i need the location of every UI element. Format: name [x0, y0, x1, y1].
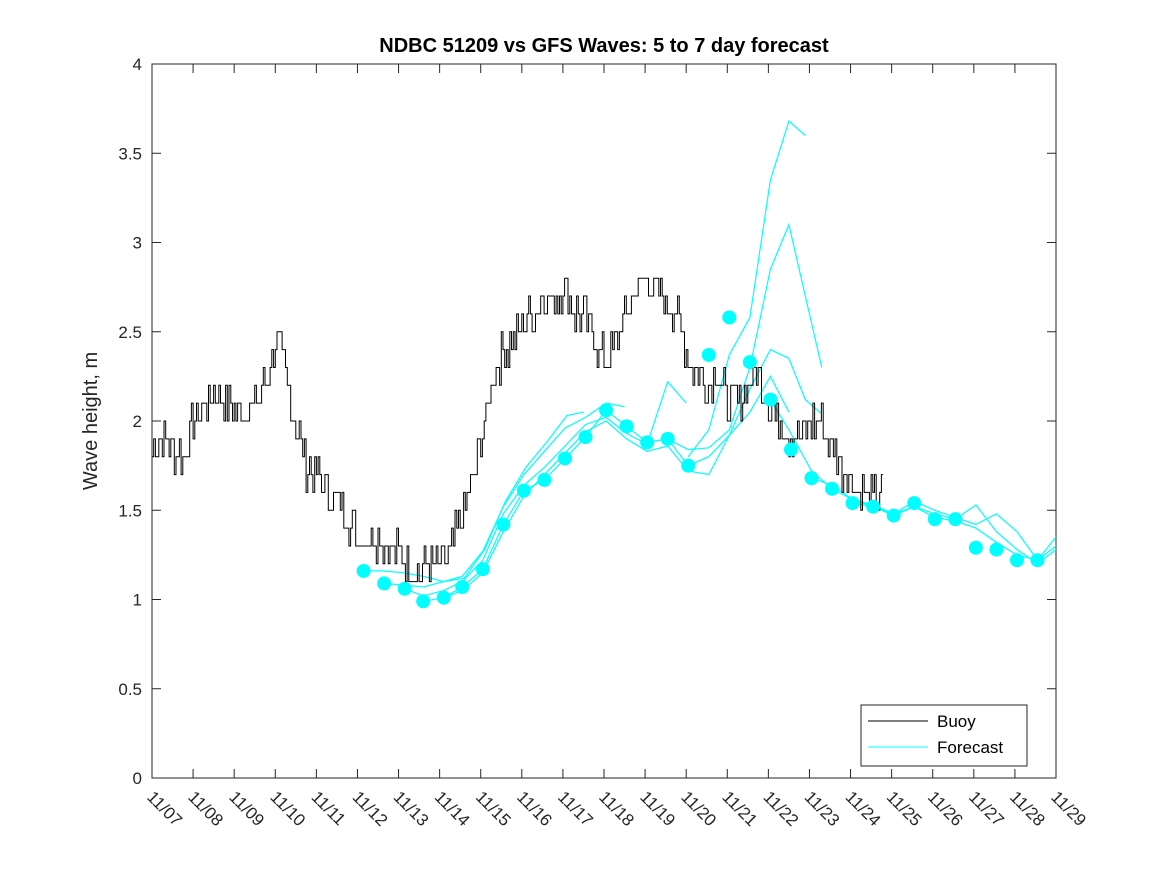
x-tick-label: 11/17 [554, 787, 597, 830]
x-tick-label: 11/16 [513, 787, 556, 830]
forecast-marker [578, 430, 593, 445]
y-tick-label: 1.5 [118, 501, 142, 520]
legend-forecast-label: Forecast [937, 738, 1003, 757]
y-axis-label: Wave height, m [80, 352, 102, 490]
y-tick-label: 2.5 [118, 323, 142, 342]
forecast-marker [804, 471, 819, 486]
y-tick-label: 0 [133, 769, 142, 788]
x-tick-label: 11/14 [431, 787, 474, 830]
forecast-marker [866, 499, 881, 514]
x-tick-label: 11/20 [677, 787, 720, 830]
x-tick-label: 11/09 [225, 787, 268, 830]
forecast-marker [537, 472, 552, 487]
forecast-marker [701, 347, 716, 362]
forecast-marker [825, 481, 840, 496]
forecast-marker [356, 563, 371, 578]
forecast-marker [907, 496, 922, 511]
forecast-marker [722, 310, 737, 325]
forecast-marker [496, 517, 511, 532]
forecast-marker [989, 542, 1004, 557]
forecast-marker [557, 451, 572, 466]
forecast-marker [968, 540, 983, 555]
chart-title: NDBC 51209 vs GFS Waves: 5 to 7 day fore… [379, 35, 829, 57]
forecast-marker [742, 355, 757, 370]
forecast-marker [763, 392, 778, 407]
forecast-marker [416, 594, 431, 609]
x-tick-label: 11/12 [349, 787, 392, 830]
x-tick-label: 11/13 [390, 787, 433, 830]
y-tick-label: 0.5 [118, 680, 142, 699]
buoy-line [152, 277, 884, 583]
y-axis: 0 0.5 1 1.5 2 2.5 3 3.5 4 [118, 55, 1056, 788]
forecast-marker [948, 512, 963, 527]
buoy-series [152, 277, 884, 583]
y-tick-label: 3 [133, 234, 142, 253]
x-tick-label: 11/26 [924, 787, 967, 830]
forecast-line-run-3 [404, 380, 687, 597]
x-tick-label: 11/28 [1006, 787, 1049, 830]
forecast-marker [599, 403, 614, 418]
x-tick-label: 11/23 [801, 787, 844, 830]
forecast-marker [660, 431, 675, 446]
x-tick-label: 11/18 [595, 787, 638, 830]
forecast-marker [1009, 553, 1024, 568]
forecast-marker [1030, 553, 1045, 568]
x-tick-label: 11/08 [184, 787, 227, 830]
forecast-line-run-2 [384, 402, 625, 588]
x-tick-label: 11/15 [472, 787, 515, 830]
x-tick-label: 11/11 [308, 787, 350, 829]
forecast-line-run-1 [363, 411, 584, 583]
forecast-marker [783, 442, 798, 457]
x-tick-label: 11/24 [842, 787, 885, 830]
x-tick-label: 11/10 [266, 787, 309, 830]
legend: Buoy Forecast [860, 704, 1028, 767]
forecast-marker [475, 562, 490, 577]
forecast-marker [640, 435, 655, 450]
forecast-marker [681, 458, 696, 473]
x-tick-label: 11/29 [1047, 787, 1090, 830]
y-tick-label: 1 [133, 591, 142, 610]
y-tick-label: 3.5 [118, 144, 142, 163]
x-tick-label: 11/27 [965, 787, 1008, 830]
legend-buoy-label: Buoy [937, 712, 976, 731]
x-tick-label: 11/22 [760, 787, 803, 830]
forecast-marker [377, 576, 392, 591]
forecast-marker [455, 580, 470, 595]
x-tick-label: 11/21 [718, 787, 761, 830]
x-tick-label: 11/07 [143, 787, 186, 830]
legend-box [860, 704, 1028, 767]
forecast-marker [886, 508, 901, 523]
forecast-line-run-7 [687, 120, 806, 458]
y-tick-label: 2 [133, 412, 142, 431]
forecast-markers [356, 310, 1045, 609]
forecast-marker [845, 496, 860, 511]
plot-area [151, 63, 1057, 779]
forecast-marker [927, 512, 942, 527]
x-tick-label: 11/19 [636, 787, 679, 830]
forecast-marker [397, 581, 412, 596]
forecast-marker [619, 419, 634, 434]
forecast-marker [436, 590, 451, 605]
y-tick-label: 4 [133, 55, 142, 74]
x-tick-label: 11/25 [883, 787, 926, 830]
forecast-marker [516, 483, 531, 498]
